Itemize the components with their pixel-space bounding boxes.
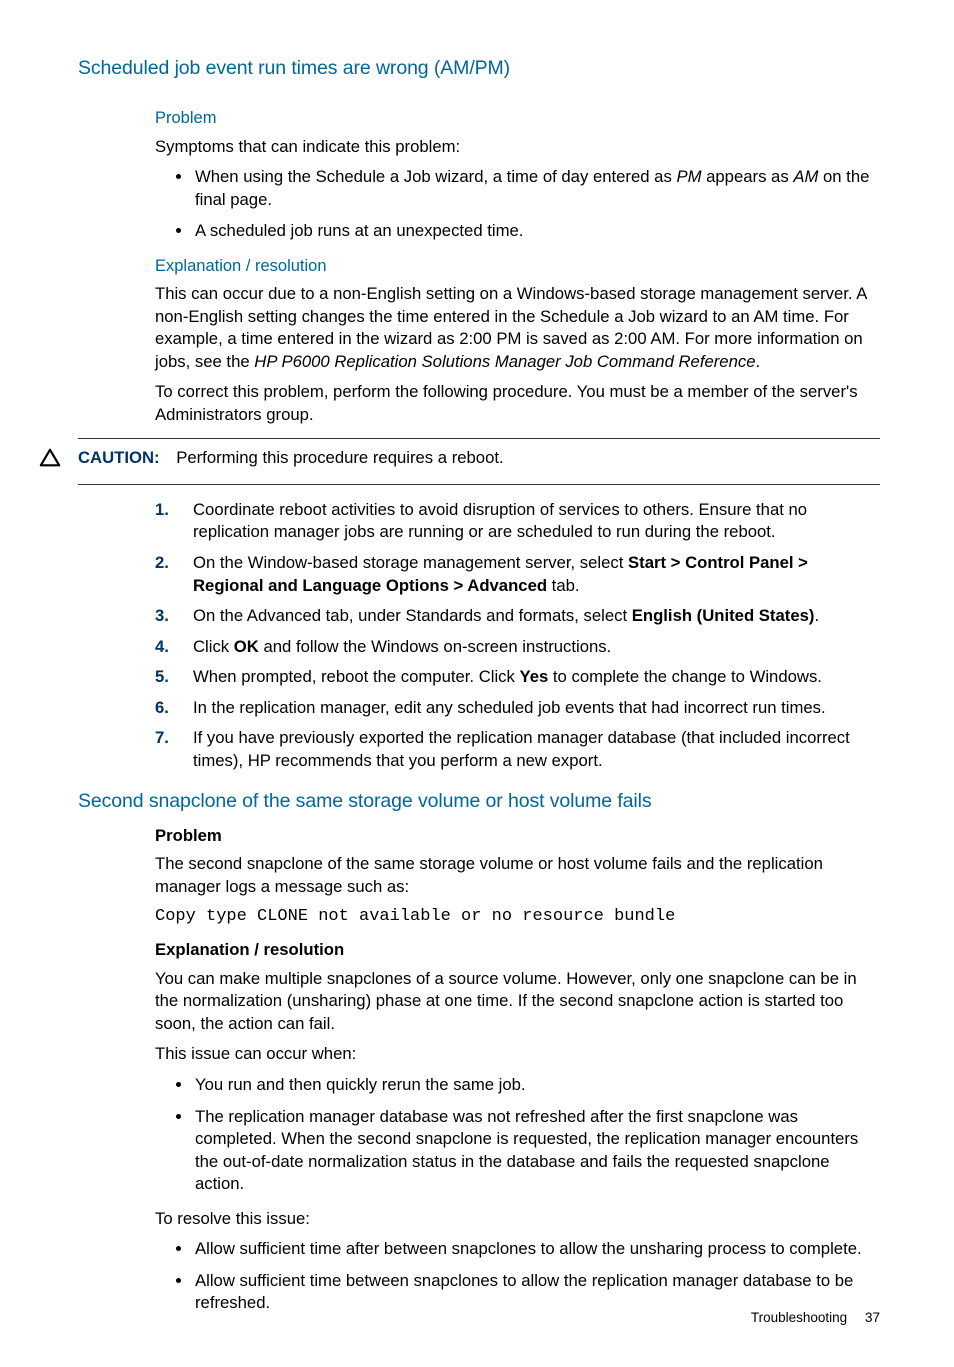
expl1-p2: To correct this problem, perform the fol… [155, 381, 880, 426]
page-footer: Troubleshooting 37 [751, 1309, 880, 1327]
expl2-p1: You can make multiple snapclones of a so… [155, 968, 880, 1036]
resolve-intro: To resolve this issue: [155, 1208, 880, 1231]
explanation-heading-1: Explanation / resolution [155, 255, 880, 277]
footer-section: Troubleshooting [751, 1310, 847, 1325]
steps-list: Coordinate reboot activities to avoid di… [155, 499, 880, 772]
caution-icon [1, 447, 78, 476]
issue-list: You run and then quickly rerun the same … [155, 1074, 880, 1196]
symptom-1: When using the Schedule a Job wizard, a … [193, 166, 880, 211]
step-3: On the Advanced tab, under Standards and… [155, 605, 880, 628]
step2-post: tab. [547, 576, 579, 595]
caution-label: CAUTION: [78, 448, 160, 467]
resolve-1: Allow sufficient time after between snap… [193, 1238, 880, 1261]
expl1-p1: This can occur due to a non-English sett… [155, 283, 880, 373]
symptom1-pre: When using the Schedule a Job wizard, a … [195, 167, 676, 186]
step3-bold: English (United States) [632, 606, 815, 625]
step-1: Coordinate reboot activities to avoid di… [155, 499, 880, 544]
step5-pre: When prompted, reboot the computer. Clic… [193, 667, 520, 686]
page-root: Scheduled job event run times are wrong … [0, 0, 954, 1367]
expl1-p1-ref: HP P6000 Replication Solutions Manager J… [254, 352, 755, 371]
explanation-heading-2: Explanation / resolution [155, 939, 880, 962]
step-7: If you have previously exported the repl… [155, 727, 880, 772]
section2-body: Problem The second snapclone of the same… [155, 825, 880, 1315]
symptom1-am: AM [793, 167, 818, 186]
step5-bold: Yes [520, 667, 549, 686]
step-2: On the Window-based storage management s… [155, 552, 880, 597]
step4-post: and follow the Windows on-screen instruc… [259, 637, 611, 656]
resolve-list: Allow sufficient time after between snap… [155, 1238, 880, 1315]
caution-text: Performing this procedure requires a reb… [176, 448, 503, 467]
step-4: Click OK and follow the Windows on-scree… [155, 636, 880, 659]
step3-post: . [814, 606, 819, 625]
symptoms-intro: Symptoms that can indicate this problem: [155, 136, 880, 159]
problem-text-2: The second snapclone of the same storage… [155, 853, 880, 898]
step4-pre: Click [193, 637, 234, 656]
step-5: When prompted, reboot the computer. Clic… [155, 666, 880, 689]
caution-block: CAUTION: Performing this procedure requi… [78, 438, 880, 485]
problem-heading-1: Problem [155, 107, 880, 129]
section2-title: Second snapclone of the same storage vol… [78, 788, 880, 814]
symptom1-mid: appears as [701, 167, 793, 186]
section1-body: Problem Symptoms that can indicate this … [155, 107, 880, 426]
step2-pre: On the Window-based storage management s… [193, 553, 628, 572]
step3-pre: On the Advanced tab, under Standards and… [193, 606, 632, 625]
issue-intro: This issue can occur when: [155, 1043, 880, 1066]
step-6: In the replication manager, edit any sch… [155, 697, 880, 720]
symptom1-pm: PM [676, 167, 701, 186]
issue-2: The replication manager database was not… [193, 1106, 880, 1196]
caution-text-row: CAUTION: Performing this procedure requi… [78, 447, 880, 470]
expl1-p1-post: . [755, 352, 760, 371]
symptoms-list: When using the Schedule a Job wizard, a … [155, 166, 880, 243]
footer-page-number: 37 [865, 1310, 880, 1325]
problem-heading-2: Problem [155, 825, 880, 848]
caution-rule-bottom [78, 484, 880, 485]
steps-block: Coordinate reboot activities to avoid di… [155, 499, 880, 772]
error-code: Copy type CLONE not available or no reso… [155, 906, 880, 929]
symptom-2: A scheduled job runs at an unexpected ti… [193, 220, 880, 243]
step4-bold: OK [234, 637, 259, 656]
step5-post: to complete the change to Windows. [548, 667, 822, 686]
section1-title: Scheduled job event run times are wrong … [78, 55, 880, 81]
issue-1: You run and then quickly rerun the same … [193, 1074, 880, 1097]
